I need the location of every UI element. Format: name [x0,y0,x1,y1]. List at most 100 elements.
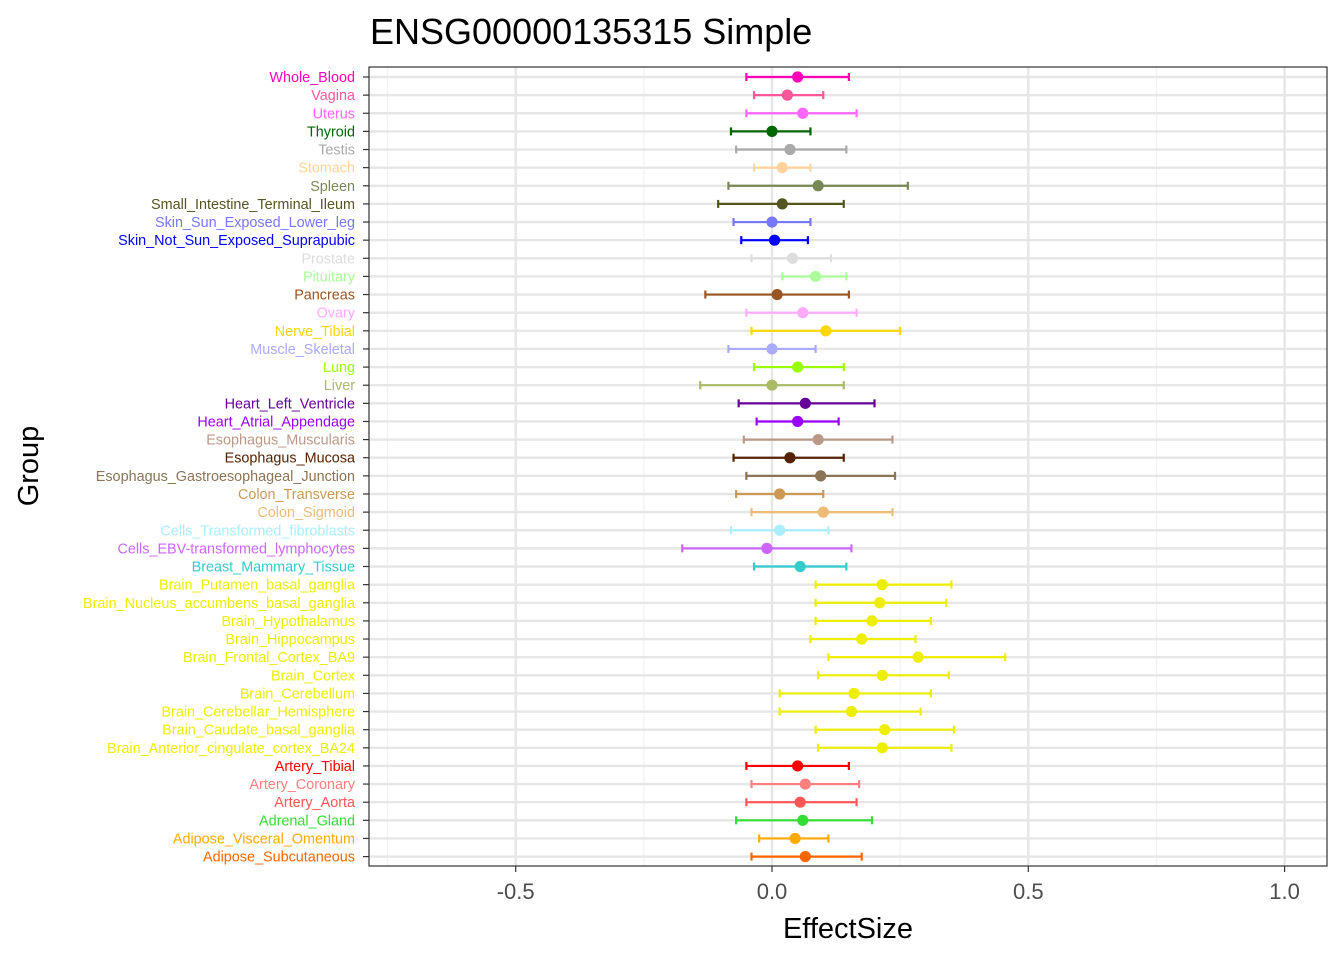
effect-point [879,724,891,736]
y-tick-label: Ovary [317,306,356,322]
y-tick-label: Artery_Coronary [249,777,355,793]
y-tick-label: Stomach [298,161,355,177]
y-tick-label: Whole_Blood [269,70,355,86]
x-tick-label: 0.5 [1013,879,1044,904]
x-tick-label: 0.0 [757,879,788,904]
effect-point [820,325,832,337]
chart-title: ENSG00000135315 Simple [370,11,812,52]
error-bars-layer [681,73,1007,861]
effect-point [812,434,824,446]
effect-point [766,125,778,137]
y-tick-label: Brain_Nucleus_accumbens_basal_ganglia [83,596,355,612]
x-axis: -0.5 0.0 0.5 1.0 [497,866,1300,904]
effect-point [792,760,804,772]
effect-point [797,107,809,119]
y-tick-label: Brain_Cerebellar_Hemisphere [161,705,355,721]
effect-point [812,180,824,192]
effect-point [771,288,783,301]
effect-point [848,687,860,700]
effect-point [794,560,806,573]
grid-layer [369,67,1327,866]
effect-point [876,669,888,681]
y-tick-label: Colon_Transverse [238,487,355,503]
effect-point [784,452,796,464]
x-axis-title: EffectSize [783,913,913,945]
y-tick-label: Pancreas [294,288,355,304]
y-axis: Whole_Blood Vagina Uterus Thyroid Testis Stom… [83,70,369,866]
y-tick-label: Thyroid [307,124,355,140]
effect-point [776,162,788,174]
y-tick-label: Heart_Left_Ventricle [225,396,355,412]
effect-point [774,524,786,536]
y-tick-label: Liver [324,378,355,394]
effect-point [774,488,786,500]
y-tick-label: Artery_Tibial [275,759,355,775]
effect-point [784,143,796,156]
y-tick-label: Lung [323,360,355,376]
y-tick-label: Heart_Atrial_Appendage [197,414,355,430]
y-tick-label: Adipose_Visceral_Omentum [173,831,355,847]
effect-point [874,597,886,609]
effect-point [786,252,799,264]
effect-point [866,615,878,627]
effect-point [799,778,811,790]
effect-point [761,542,773,554]
y-tick-label: Vagina [311,88,355,104]
panel-border [368,66,1328,867]
effect-point [876,742,888,754]
y-tick-label: Esophagus_Muscularis [206,433,355,449]
x-tick-label: 1.0 [1269,879,1300,904]
effect-point [799,397,811,409]
points-layer [761,71,924,863]
x-tick-label: -0.5 [497,879,535,904]
y-tick-label: Adipose_Subcutaneous [203,850,355,866]
effect-point [766,216,778,228]
y-tick-label: Artery_Aorta [274,795,355,811]
effect-point [876,579,888,591]
effect-point [912,651,924,663]
effect-point [797,307,809,319]
y-tick-label: Prostate [301,251,355,267]
effect-point [809,270,822,283]
effect-point [766,343,778,355]
y-tick-label: Brain_Cerebellum [240,686,355,702]
y-tick-label: Cells_Transformed_fibroblasts [160,523,355,539]
effect-point [817,506,829,518]
y-tick-label: Skin_Not_Sun_Exposed_Suprapubic [118,233,355,249]
y-tick-label: Brain_Putamen_basal_ganglia [159,578,355,594]
y-tick-label: Brain_Frontal_Cortex_BA9 [183,650,355,666]
y-tick-label: Testis [318,143,355,159]
effect-point [792,415,804,428]
effect-point [792,361,804,373]
effect-point [794,796,806,808]
effect-point [776,198,788,210]
y-tick-label: Nerve_Tibial [275,324,355,340]
y-tick-label: Colon_Sigmoid [257,505,355,521]
y-tick-label: Breast_Mammary_Tissue [192,560,355,576]
y-tick-label: Brain_Hypothalamus [221,614,355,630]
y-tick-label: Spleen [310,179,355,195]
y-tick-label: Esophagus_Mucosa [225,451,355,467]
y-tick-label: Brain_Hippocampus [225,632,355,648]
y-tick-label: Brain_Cortex [271,668,356,684]
y-tick-label: Skin_Sun_Exposed_Lower_leg [155,215,355,231]
y-tick-label: Pituitary [303,269,356,285]
y-tick-label: Cells_EBV-transformed_lymphocytes [117,541,355,557]
effect-point [781,89,793,101]
effect-point [789,832,801,845]
effect-point [815,470,827,482]
effect-point [856,633,868,645]
effect-point [845,705,858,718]
y-tick-label: Small_Intestine_Terminal_Ileum [151,197,355,213]
y-tick-label: Adrenal_Gland [259,813,355,829]
y-axis-title: Group [13,426,45,507]
y-tick-label: Brain_Anterior_cingulate_cortex_BA24 [107,741,355,757]
effect-point [768,234,781,246]
effect-point [792,71,804,83]
y-tick-label: Esophagus_Gastroesophageal_Junction [96,469,355,485]
y-tick-label: Brain_Caudate_basal_ganglia [162,723,355,739]
y-tick-label: Uterus [313,106,355,122]
effect-point [797,814,809,826]
